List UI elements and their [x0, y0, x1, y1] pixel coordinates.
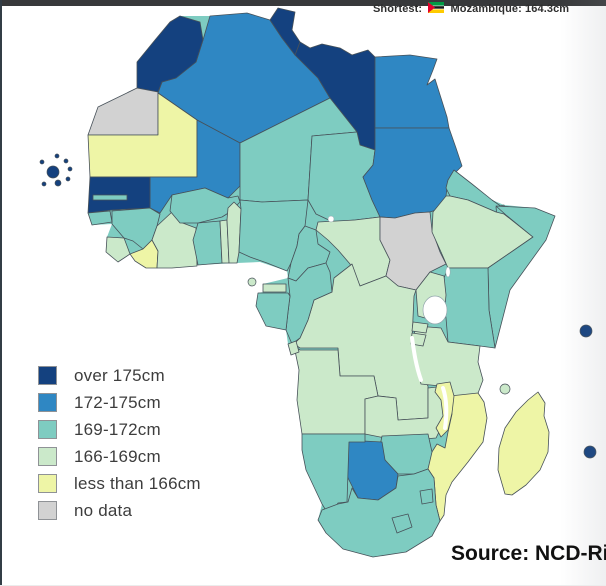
island-bioko[interactable]: Bioko [247, 277, 257, 287]
island-cape-verde[interactable]: Cape Verde [39, 153, 73, 187]
country-kenya[interactable]: Kenya [441, 267, 496, 349]
window-left-edge [0, 0, 2, 586]
legend-swatch-h169_172 [38, 420, 57, 439]
legend-label-h172_175: 172-175cm [74, 392, 161, 412]
country-egypt[interactable]: Egypt [374, 54, 450, 129]
source-caption: Source: NCD-Ri [451, 542, 606, 565]
country-ghana[interactable]: Ghana [192, 220, 223, 266]
country-wsahara[interactable]: Western Sahara [87, 87, 159, 136]
legend-swatch-under166 [38, 474, 57, 493]
country-benin[interactable]: Benin [226, 201, 242, 264]
lake-tanganyika [410, 336, 423, 382]
country-eswatini[interactable]: Eswatini [419, 488, 434, 505]
legend-swatch-over175 [38, 366, 57, 385]
shortest-value: 164.3cm [525, 3, 570, 15]
country-rwanda[interactable]: Rwanda [411, 321, 429, 334]
mozambique-flag-icon [428, 2, 445, 16]
lake-chad [327, 215, 335, 223]
lake-victoria [422, 295, 448, 325]
country-madagascar[interactable]: Madagascar [497, 391, 550, 496]
shortest-country: Mozambique: [450, 3, 522, 15]
legend-row-nodata: no data [38, 497, 201, 524]
lake-malawi [441, 386, 449, 430]
legend-label-h169_172: 169-172cm [74, 419, 161, 439]
legend-row-under166: less than 166cm [38, 470, 201, 497]
island-seychelles[interactable]: Seychelles [579, 324, 593, 338]
legend-swatch-h166_169 [38, 447, 57, 466]
legend-label-nodata: no data [74, 500, 133, 520]
legend-row-h166_169: 166-169cm [38, 443, 201, 470]
country-ssudan[interactable]: South Sudan [379, 211, 447, 291]
country-gambia[interactable]: Gambia [92, 194, 128, 201]
country-cabinda[interactable]: Cabinda [287, 340, 300, 356]
legend-row-h172_175: 172-175cm [38, 389, 201, 416]
legend-row-h169_172: 169-172cm [38, 416, 201, 443]
country-eqguinea[interactable]: Equatorial Guinea [262, 283, 287, 293]
country-gbissau[interactable]: Guinea-Bissau [87, 210, 113, 226]
country-gabon[interactable]: Gabon [255, 292, 291, 331]
shortest-label: Shortest: [373, 3, 423, 15]
height-legend: over 175cm 172-175cm 169-172cm 166-169cm les… [38, 362, 201, 524]
legend-row-over175: over 175cm [38, 362, 201, 389]
island-comoros[interactable]: Comoros [499, 383, 511, 395]
country-sleone[interactable]: Sierra Leone [105, 236, 131, 263]
window-top-bar [0, 0, 606, 6]
legend-label-h166_169: 166-169cm [74, 446, 161, 466]
country-southafrica[interactable]: South Africa [317, 468, 441, 558]
lake-turkana [445, 266, 451, 278]
country-tunisia[interactable]: Tunisia [269, 7, 301, 56]
legend-label-over175: over 175cm [74, 365, 165, 385]
legend-swatch-nodata [38, 501, 57, 520]
legend-label-under166: less than 166cm [74, 473, 201, 493]
shortest-caption: Shortest: Mozambique: 164.3cm [373, 2, 569, 16]
country-lesotho[interactable]: Lesotho [391, 513, 413, 534]
island-mauritius[interactable]: Mauritius [583, 445, 597, 459]
legend-swatch-h172_175 [38, 393, 57, 412]
country-namibia[interactable]: Namibia [301, 433, 366, 518]
